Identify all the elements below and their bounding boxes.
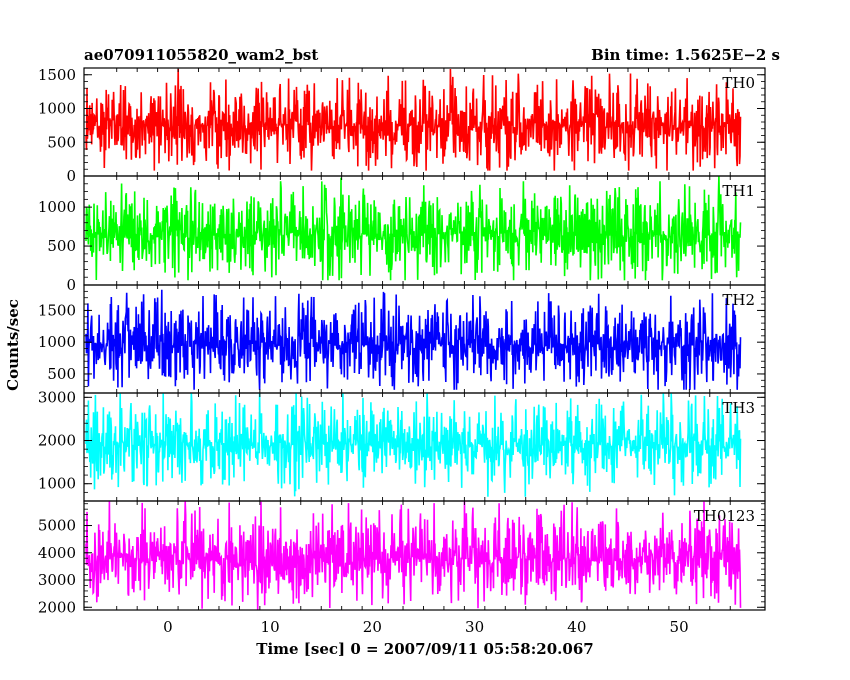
y-tick-label: 1000	[38, 100, 76, 118]
x-axis-label: Time [sec] 0 = 2007/09/11 05:58:20.067	[256, 640, 593, 658]
y-tick-label: 3000	[38, 571, 76, 589]
y-tick-label: 2000	[38, 432, 76, 450]
series-th2-line	[85, 289, 742, 390]
x-tick-label: 20	[363, 618, 382, 636]
panel-label-th1: TH1	[722, 182, 755, 200]
y-tick-label: 1000	[38, 475, 76, 493]
series-th0123-line	[85, 501, 742, 610]
y-tick-label: 1000	[38, 198, 76, 216]
x-tick-label: 40	[567, 618, 586, 636]
y-tick-label: 500	[47, 133, 76, 151]
series-th1-line	[85, 176, 742, 281]
series-th3-line	[85, 393, 742, 497]
chart-title-right: Bin time: 1.5625E−2 s	[591, 46, 780, 64]
chart-title-left: ae070911055820_wam2_bst	[84, 46, 318, 64]
x-tick-label: 10	[261, 618, 280, 636]
series-th0-line	[85, 68, 742, 171]
x-tick-label: 0	[163, 618, 173, 636]
y-tick-label: 500	[47, 365, 76, 383]
y-tick-label: 2000	[38, 598, 76, 616]
y-tick-label: 4000	[38, 544, 76, 562]
y-tick-label: 1500	[38, 301, 76, 319]
x-tick-label: 30	[465, 618, 484, 636]
y-tick-label: 3000	[38, 388, 76, 406]
y-tick-label: 1500	[38, 66, 76, 84]
panel-frame-th0123	[83, 500, 766, 611]
panel-label-th3: TH3	[722, 399, 755, 417]
y-tick-label: 1000	[38, 333, 76, 351]
panel-label-th2: TH2	[722, 291, 755, 309]
y-tick-label: 0	[66, 167, 76, 185]
y-tick-label: 0	[66, 276, 76, 294]
y-axis-label: Counts/sec	[4, 299, 22, 391]
x-tick-label: 50	[670, 618, 689, 636]
panel-label-th0: TH0	[722, 74, 755, 92]
y-tick-label: 500	[47, 237, 76, 255]
panel-label-th0123: TH0123	[694, 507, 755, 525]
y-tick-label: 5000	[38, 517, 76, 535]
